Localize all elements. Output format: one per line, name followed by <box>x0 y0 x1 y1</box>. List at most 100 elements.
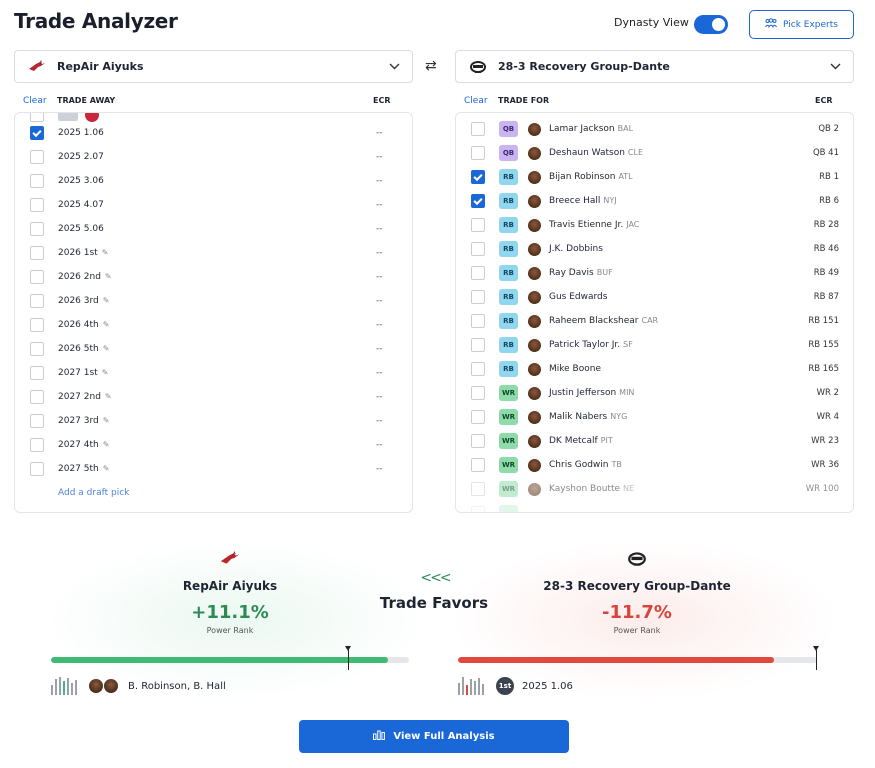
player-checkbox[interactable] <box>471 170 485 184</box>
player-row[interactable]: RB Raheem Blackshear CAR RB 151 <box>456 309 853 333</box>
player-checkbox[interactable] <box>471 266 485 280</box>
player-row[interactable]: QB Lamar Jackson BAL QB 2 <box>456 117 853 141</box>
pick-ecr: -- <box>376 128 383 138</box>
edit-icon[interactable]: ✎ <box>102 344 110 353</box>
pick-row[interactable]: 2026 3rd ✎ -- <box>15 289 412 313</box>
swap-teams-icon[interactable]: ⇄ <box>425 58 437 74</box>
player-avatar <box>104 679 118 693</box>
pick-row[interactable]: 2027 4th ✎ -- <box>15 433 412 457</box>
pick-row[interactable]: 2027 3rd ✎ -- <box>15 409 412 433</box>
player-checkbox[interactable] <box>471 458 485 472</box>
dynasty-view-toggle[interactable] <box>694 15 728 34</box>
player-row[interactable]: RB Breece Hall NYJ RB 6 <box>456 189 853 213</box>
player-checkbox[interactable] <box>471 506 485 512</box>
player-checkbox[interactable] <box>471 314 485 328</box>
pick-checkbox[interactable] <box>30 270 44 284</box>
pick-checkbox[interactable] <box>30 366 44 380</box>
edit-icon[interactable]: ✎ <box>101 248 109 257</box>
checkbox[interactable] <box>30 113 44 122</box>
pick-row[interactable]: 2025 4.07 -- <box>15 193 412 217</box>
pick-row[interactable]: 2026 1st ✎ -- <box>15 241 412 265</box>
player-name: Bijan Robinson <box>549 172 616 182</box>
player-checkbox[interactable] <box>471 290 485 304</box>
player-checkbox[interactable] <box>471 218 485 232</box>
player-checkbox[interactable] <box>471 122 485 136</box>
pick-checkbox[interactable] <box>30 126 44 140</box>
player-checkbox[interactable] <box>471 434 485 448</box>
player-checkbox[interactable] <box>471 362 485 376</box>
player-checkbox[interactable] <box>471 482 485 496</box>
player-row[interactable]: RB Travis Etienne Jr. JAC RB 28 <box>456 213 853 237</box>
player-name-wrap: J.K. Dobbins <box>549 244 606 254</box>
pick-row[interactable]: 2027 2nd ✎ -- <box>15 385 412 409</box>
pick-checkbox[interactable] <box>30 150 44 164</box>
pick-row[interactable]: 2026 2nd ✎ -- <box>15 265 412 289</box>
position-badge <box>499 505 518 512</box>
player-row[interactable]: RB J.K. Dobbins RB 46 <box>456 237 853 261</box>
trade-for-list[interactable]: QB Lamar Jackson BAL QB 2 QB Deshaun Watson CL… <box>455 112 854 513</box>
left-glow <box>40 540 430 700</box>
pick-checkbox[interactable] <box>30 414 44 428</box>
pick-row[interactable]: 2025 3.06 -- <box>15 169 412 193</box>
edit-icon[interactable]: ✎ <box>102 320 110 329</box>
add-draft-pick-link[interactable]: Add a draft pick <box>58 488 130 498</box>
edit-icon[interactable]: ✎ <box>104 272 112 281</box>
pick-row[interactable]: 2026 5th ✎ -- <box>15 337 412 361</box>
player-row[interactable]: WR DK Metcalf PIT WR 23 <box>456 429 853 453</box>
player-checkbox[interactable] <box>471 146 485 160</box>
left-summary-text: B. Robinson, B. Hall <box>128 680 226 692</box>
right-glow <box>450 540 840 700</box>
left-result-pct: +11.1% <box>191 602 269 623</box>
player-row[interactable]: WR Malik Nabers NYG WR 4 <box>456 405 853 429</box>
player-checkbox[interactable] <box>471 386 485 400</box>
right-team-select[interactable]: 28-3 Recovery Group-Dante <box>455 50 854 83</box>
pick-row[interactable]: 2025 1.06 -- <box>15 121 412 145</box>
pick-row[interactable]: 2025 2.07 -- <box>15 145 412 169</box>
player-checkbox[interactable] <box>471 338 485 352</box>
pick-checkbox[interactable] <box>30 462 44 476</box>
pick-checkbox[interactable] <box>30 246 44 260</box>
pick-checkbox[interactable] <box>30 438 44 452</box>
pick-checkbox[interactable] <box>30 222 44 236</box>
edit-icon[interactable]: ✎ <box>101 368 109 377</box>
pick-row[interactable]: 2027 5th ✎ -- <box>15 457 412 481</box>
player-row[interactable]: QB Deshaun Watson CLE QB 41 <box>456 141 853 165</box>
pick-row[interactable]: 2027 1st ✎ -- <box>15 361 412 385</box>
view-full-analysis-button[interactable]: View Full Analysis <box>299 720 569 753</box>
player-checkbox[interactable] <box>471 242 485 256</box>
pick-checkbox[interactable] <box>30 318 44 332</box>
player-checkbox[interactable] <box>471 410 485 424</box>
player-row[interactable]: RB Patrick Taylor Jr. SF RB 155 <box>456 333 853 357</box>
edit-icon[interactable]: ✎ <box>104 392 112 401</box>
player-row[interactable]: RB Ray Davis BUF RB 49 <box>456 261 853 285</box>
edit-icon[interactable]: ✎ <box>102 464 110 473</box>
player-row[interactable]: RB Bijan Robinson ATL RB 1 <box>456 165 853 189</box>
edit-icon[interactable]: ✎ <box>102 296 110 305</box>
pick-checkbox[interactable] <box>30 390 44 404</box>
pick-checkbox[interactable] <box>30 342 44 356</box>
pick-row[interactable]: 2026 4th ✎ -- <box>15 313 412 337</box>
player-row[interactable]: WR Chris Godwin TB WR 36 <box>456 453 853 477</box>
player-name-wrap: Raheem Blackshear CAR <box>549 316 658 326</box>
trade-away-list[interactable]: 2025 1.06 -- 2025 2.07 -- 2025 3.06 -- 2025 4.… <box>14 112 413 513</box>
player-checkbox[interactable] <box>471 194 485 208</box>
player-team: ATL <box>618 172 633 181</box>
analytics-icon <box>373 730 386 743</box>
edit-icon[interactable]: ✎ <box>102 416 110 425</box>
position-badge: RB <box>499 241 518 257</box>
right-clear-link[interactable]: Clear <box>464 96 488 106</box>
pick-checkbox[interactable] <box>30 294 44 308</box>
pick-label: 2025 4.07 <box>58 200 104 210</box>
pick-experts-button[interactable]: Pick Experts <box>749 10 854 39</box>
left-team-select[interactable]: RepAir Aiyuks <box>14 50 413 83</box>
pick-checkbox[interactable] <box>30 198 44 212</box>
pick-checkbox[interactable] <box>30 174 44 188</box>
player-row[interactable]: WR Justin Jefferson MIN WR 2 <box>456 381 853 405</box>
pick-row[interactable]: 2025 5.06 -- <box>15 217 412 241</box>
position-badge: WR <box>499 481 518 497</box>
edit-icon[interactable]: ✎ <box>102 440 110 449</box>
player-row[interactable]: RB Mike Boone RB 165 <box>456 357 853 381</box>
player-row[interactable]: RB Gus Edwards RB 87 <box>456 285 853 309</box>
player-row[interactable]: WR Kayshon Boutte NE WR 100 <box>456 477 853 501</box>
left-clear-link[interactable]: Clear <box>23 96 47 106</box>
